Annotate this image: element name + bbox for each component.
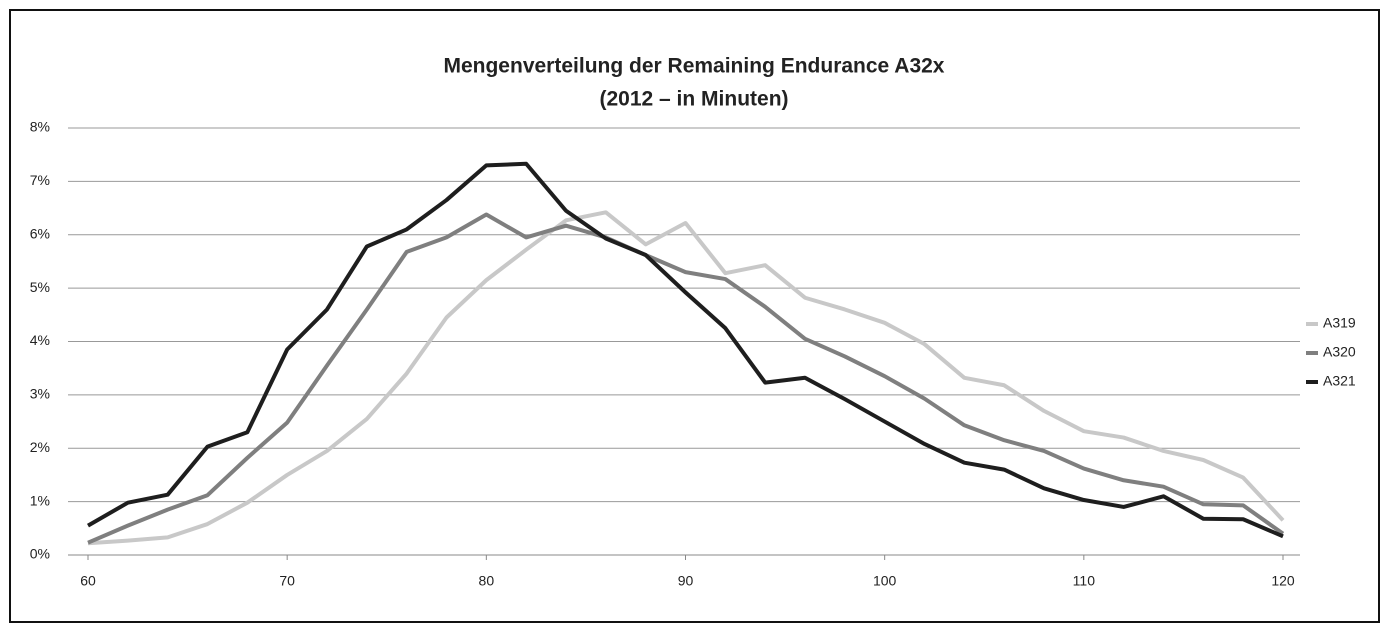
y-tick-label: 2% <box>30 439 50 455</box>
y-tick-label: 5% <box>30 279 50 295</box>
legend-label: A319 <box>1323 315 1356 331</box>
series-line <box>87 161 1284 539</box>
y-tick-label: 4% <box>30 332 50 348</box>
x-tick-label: 120 <box>1271 573 1295 589</box>
legend-label: A321 <box>1323 373 1356 389</box>
x-tick-label: 110 <box>1073 573 1096 589</box>
x-tick-label: 100 <box>873 573 897 589</box>
x-tick-label: 80 <box>479 573 495 589</box>
x-tick-label: 70 <box>279 573 295 589</box>
y-tick-label: 7% <box>30 172 50 188</box>
y-tick-label: 8% <box>30 119 50 135</box>
y-tick-label: 1% <box>30 492 50 508</box>
x-tick-label: 90 <box>678 573 694 589</box>
y-tick-label: 6% <box>30 225 50 241</box>
legend-label: A320 <box>1323 344 1356 360</box>
chart-subtitle: (2012 – in Minuten) <box>599 88 788 111</box>
chart-title: Mengenverteilung der Remaining Endurance… <box>443 55 944 78</box>
y-tick-label: 3% <box>30 386 50 402</box>
series-line <box>87 212 1285 545</box>
series-line <box>87 210 1285 546</box>
y-tick-label: 0% <box>30 546 50 562</box>
x-tick-label: 60 <box>80 573 96 589</box>
chart-border <box>9 9 1380 623</box>
